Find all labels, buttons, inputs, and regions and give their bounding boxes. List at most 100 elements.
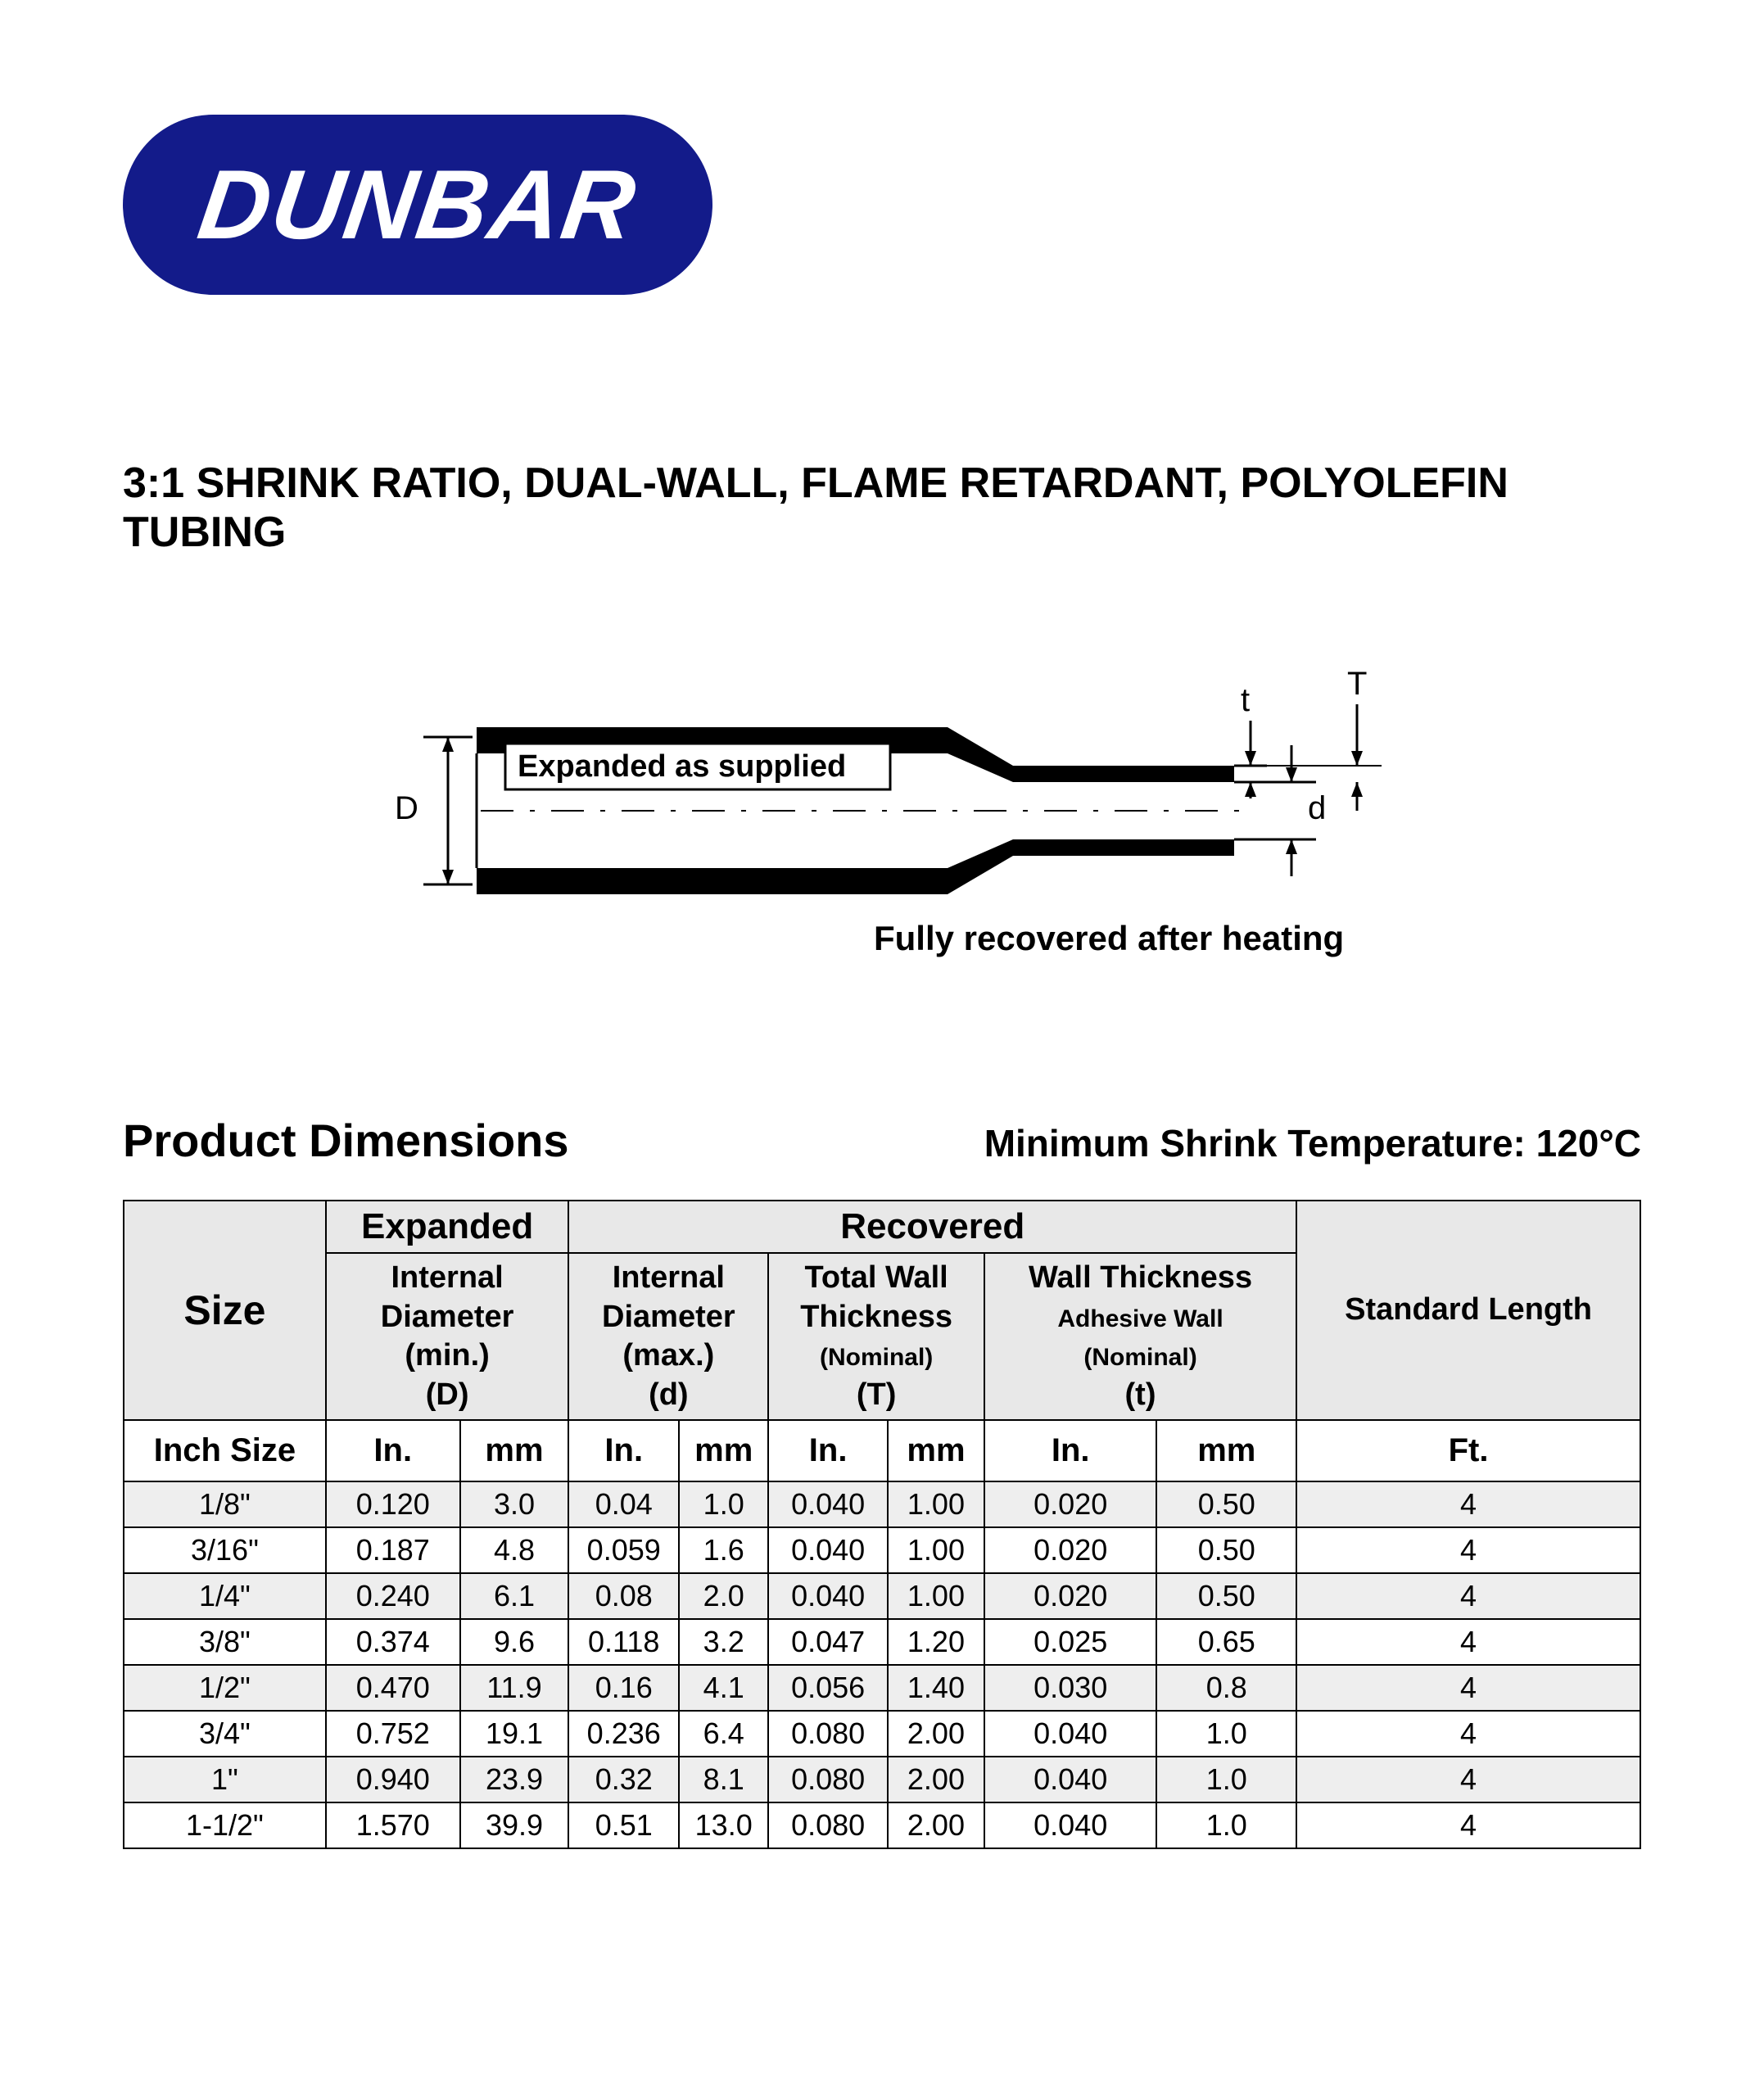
unit-in: In. [768, 1420, 888, 1481]
col-std-length: Standard Length [1296, 1201, 1640, 1420]
table-cell: 1.0 [679, 1481, 768, 1527]
table-cell: 39.9 [460, 1802, 569, 1848]
table-cell: 9.6 [460, 1619, 569, 1665]
col-inch-size: Inch Size [124, 1420, 326, 1481]
table-cell: 0.025 [984, 1619, 1156, 1665]
table-cell: 2.00 [888, 1802, 984, 1848]
table-cell: 0.940 [326, 1757, 460, 1802]
table-cell: 2.00 [888, 1711, 984, 1757]
unit-in: In. [568, 1420, 679, 1481]
table-cell: 1.00 [888, 1481, 984, 1527]
table-cell: 3/8" [124, 1619, 326, 1665]
table-cell: 0.040 [984, 1802, 1156, 1848]
col-rec-aw: Wall Thickness Adhesive Wall (Nominal) (… [984, 1253, 1296, 1420]
brand-logo: DUNBAR [123, 115, 712, 295]
table-cell: 0.056 [768, 1665, 888, 1711]
table-cell: 1.0 [1156, 1757, 1296, 1802]
table-cell: 19.1 [460, 1711, 569, 1757]
table-cell: 0.470 [326, 1665, 460, 1711]
group-recovered: Recovered [568, 1201, 1296, 1253]
table-cell: 0.8 [1156, 1665, 1296, 1711]
page-title: 3:1 SHRINK RATIO, DUAL-WALL, FLAME RETAR… [123, 459, 1641, 557]
table-cell: 8.1 [679, 1757, 768, 1802]
shrink-temperature: Minimum Shrink Temperature: 120°C [984, 1121, 1641, 1165]
table-cell: 11.9 [460, 1665, 569, 1711]
table-cell: 4 [1296, 1573, 1640, 1619]
table-row: 3/16"0.1874.80.0591.60.0401.000.0200.504 [124, 1527, 1640, 1573]
table-cell: 1-1/2" [124, 1802, 326, 1848]
table-cell: 0.51 [568, 1802, 679, 1848]
table-cell: 1.00 [888, 1527, 984, 1573]
unit-in: In. [984, 1420, 1156, 1481]
table-cell: 1.6 [679, 1527, 768, 1573]
table-cell: 4 [1296, 1665, 1640, 1711]
table-row: 1"0.94023.90.328.10.0802.000.0401.04 [124, 1757, 1640, 1802]
col-size: Size [124, 1201, 326, 1420]
section-heading: Product Dimensions [123, 1114, 569, 1167]
table-cell: 23.9 [460, 1757, 569, 1802]
table-cell: 1.00 [888, 1573, 984, 1619]
table-cell: 1" [124, 1757, 326, 1802]
table-cell: 0.50 [1156, 1527, 1296, 1573]
diagram-label-d: d [1308, 790, 1326, 826]
table-row: 1/4"0.2406.10.082.00.0401.000.0200.504 [124, 1573, 1640, 1619]
table-cell: 0.187 [326, 1527, 460, 1573]
table-cell: 0.080 [768, 1711, 888, 1757]
table-cell: 0.240 [326, 1573, 460, 1619]
diagram-label-t: t [1241, 682, 1250, 718]
group-expanded: Expanded [326, 1201, 569, 1253]
table-cell: 4 [1296, 1757, 1640, 1802]
table-cell: 4.1 [679, 1665, 768, 1711]
table-cell: 0.059 [568, 1527, 679, 1573]
unit-ft: Ft. [1296, 1420, 1640, 1481]
table-cell: 3.0 [460, 1481, 569, 1527]
table-cell: 0.047 [768, 1619, 888, 1665]
table-cell: 0.040 [768, 1527, 888, 1573]
table-cell: 0.120 [326, 1481, 460, 1527]
table-cell: 0.020 [984, 1527, 1156, 1573]
table-cell: 1.0 [1156, 1711, 1296, 1757]
table-cell: 6.1 [460, 1573, 569, 1619]
table-cell: 0.118 [568, 1619, 679, 1665]
dimensions-table: Size Expanded Recovered Standard Length … [123, 1200, 1641, 1849]
table-cell: 1.40 [888, 1665, 984, 1711]
table-cell: 1/4" [124, 1573, 326, 1619]
table-cell: 0.030 [984, 1665, 1156, 1711]
unit-mm: mm [679, 1420, 768, 1481]
table-cell: 0.040 [768, 1481, 888, 1527]
diagram-expanded-label: Expanded as supplied [518, 749, 846, 784]
table-cell: 0.040 [768, 1573, 888, 1619]
diagram-label-T: T [1347, 666, 1367, 702]
table-row: 1-1/2"1.57039.90.5113.00.0802.000.0401.0… [124, 1802, 1640, 1848]
table-cell: 2.00 [888, 1757, 984, 1802]
col-rec-id: Internal Diameter (max.) (d) [568, 1253, 768, 1420]
table-cell: 0.020 [984, 1481, 1156, 1527]
table-cell: 0.374 [326, 1619, 460, 1665]
table-cell: 1.20 [888, 1619, 984, 1665]
table-cell: 4 [1296, 1802, 1640, 1848]
table-cell: 1/8" [124, 1481, 326, 1527]
table-cell: 0.752 [326, 1711, 460, 1757]
table-cell: 4.8 [460, 1527, 569, 1573]
table-cell: 4 [1296, 1711, 1640, 1757]
table-cell: 0.080 [768, 1802, 888, 1848]
table-cell: 4 [1296, 1481, 1640, 1527]
table-cell: 0.080 [768, 1757, 888, 1802]
col-rec-tw: Total Wall Thickness (Nominal) (T) [768, 1253, 984, 1420]
diagram-recovered-label: Fully recovered after heating [874, 919, 1344, 957]
unit-in: In. [326, 1420, 460, 1481]
table-row: 3/4"0.75219.10.2366.40.0802.000.0401.04 [124, 1711, 1640, 1757]
table-cell: 0.236 [568, 1711, 679, 1757]
table-cell: 13.0 [679, 1802, 768, 1848]
table-cell: 0.16 [568, 1665, 679, 1711]
table-cell: 3/16" [124, 1527, 326, 1573]
table-cell: 1/2" [124, 1665, 326, 1711]
brand-logo-text: DUNBAR [192, 148, 643, 261]
table-cell: 3/4" [124, 1711, 326, 1757]
unit-mm: mm [888, 1420, 984, 1481]
table-cell: 0.50 [1156, 1481, 1296, 1527]
table-cell: 0.50 [1156, 1573, 1296, 1619]
table-row: 1/8"0.1203.00.041.00.0401.000.0200.504 [124, 1481, 1640, 1527]
table-cell: 2.0 [679, 1573, 768, 1619]
table-row: 3/8"0.3749.60.1183.20.0471.200.0250.654 [124, 1619, 1640, 1665]
